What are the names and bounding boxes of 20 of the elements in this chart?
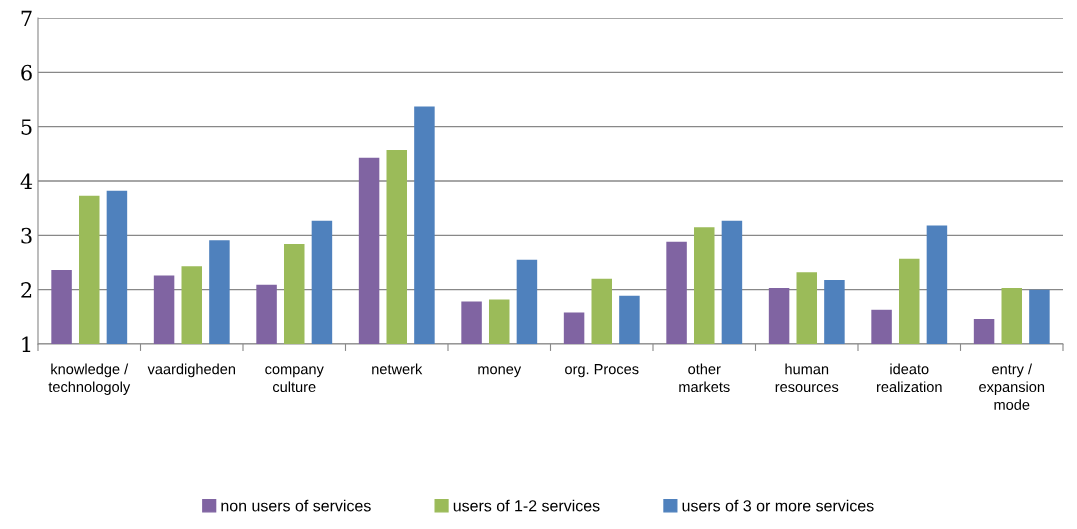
y-tick-label: 5	[21, 119, 32, 135]
x-tick-label: netwerk	[372, 363, 423, 375]
x-tick-label: knowledge / technologoly	[48, 363, 131, 395]
y-tick-label: 2	[21, 282, 32, 298]
x-tick-label: human resources	[775, 363, 839, 393]
y-tick-label: 3	[21, 227, 32, 244]
x-tick-label: company culture	[265, 366, 324, 393]
x-tick-label: ideato realization	[876, 363, 942, 393]
x-tick-label: org. Proces	[565, 364, 639, 378]
legend-label: users of 3 or more services	[682, 499, 874, 512]
x-tick-label: other markets	[679, 363, 730, 393]
legend-label: non users of services	[221, 499, 371, 512]
legend-label: users of 1-2 services	[453, 499, 600, 512]
x-tick-label: money	[478, 366, 522, 378]
y-tick-label: 7	[21, 10, 32, 26]
x-tick-label: entry / expansion mode	[979, 363, 1045, 410]
y-tick-label: 1	[22, 336, 31, 352]
y-tick-label: 4	[20, 173, 33, 189]
x-tick-label: vaardigheden	[147, 363, 235, 378]
y-tick-label: 6	[21, 64, 32, 81]
